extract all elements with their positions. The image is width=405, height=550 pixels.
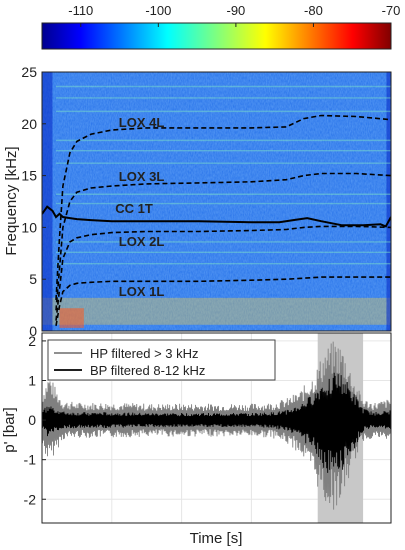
mode-curve <box>55 276 391 326</box>
frequency-axis-ticks: 0 5 10 15 20 25 <box>21 64 46 339</box>
colorbar: -110 -100 -90 -80 -70 <box>41 3 400 50</box>
colorbar-tick-label: -70 <box>382 3 401 18</box>
shutdown-edge <box>386 72 391 331</box>
mode-curve <box>55 225 391 321</box>
spectral-bands <box>42 72 391 331</box>
frequency-tick-label: 10 <box>21 219 37 235</box>
frequency-tick-label: 25 <box>21 64 37 80</box>
spectrogram-panel: 0 5 10 15 20 25 LOX 4L LOX 3L CC 1T LOX 2L LOX 1L… <box>3 64 392 339</box>
frequency-tick-label: 5 <box>29 271 37 287</box>
pressure-tick-label: 0 <box>28 412 36 428</box>
legend-box <box>47 339 276 381</box>
frequency-tick-label: 20 <box>21 116 37 132</box>
colorbar-tick-label: -80 <box>304 3 323 18</box>
pressure-panel: -2 -1 0 1 2 HP filtered > 3 kHz BP filtered 8… <box>1 332 392 547</box>
mode-curve <box>55 172 391 311</box>
mode-label: LOX 1L <box>119 284 165 299</box>
pressure-axis-label: p' [bar] <box>1 407 18 452</box>
colorbar-tick-label: -100 <box>145 3 171 18</box>
legend-label: HP filtered > 3 kHz <box>90 346 199 361</box>
mode-curve <box>55 114 391 300</box>
legend-label: BP filtered 8-12 kHz <box>90 363 205 378</box>
startup-hot-region <box>59 308 84 328</box>
frequency-axis-label: Frequency [kHz] <box>3 146 20 255</box>
mode-label: LOX 2L <box>119 234 165 249</box>
pressure-series <box>42 341 391 510</box>
mode-label: LOX 3L <box>119 169 165 184</box>
mode-curve <box>42 205 391 228</box>
frequency-tick-label: 0 <box>29 323 37 339</box>
colorbar-tick-label: -110 <box>68 3 93 18</box>
pressure-tick-label: 1 <box>28 373 36 389</box>
pressure-tick-label: 2 <box>28 333 36 349</box>
mode-label: CC 1T <box>115 201 153 216</box>
time-axis-label: Time [s] <box>190 530 243 547</box>
colorbar-ticks: -110 -100 -90 -80 -70 <box>68 3 400 27</box>
colorbar-tick-label: -90 <box>226 3 245 18</box>
spectrogram-background <box>42 72 391 331</box>
pressure-tick-label: -2 <box>24 491 37 507</box>
mode-label: LOX 4L <box>119 115 165 130</box>
mode-labels: LOX 4L LOX 3L CC 1T LOX 2L LOX 1L <box>115 115 164 299</box>
series-trace <box>42 372 391 473</box>
pressure-axis-ticks: -2 -1 0 1 2 <box>24 333 46 507</box>
frequency-tick-label: 15 <box>21 168 37 184</box>
mode-curves <box>42 114 391 326</box>
legend: HP filtered > 3 kHz BP filtered 8-12 kHz <box>47 339 276 381</box>
pressure-tick-label: -1 <box>24 452 37 468</box>
low-frequency-band <box>42 297 391 325</box>
startup-edge <box>42 72 53 331</box>
